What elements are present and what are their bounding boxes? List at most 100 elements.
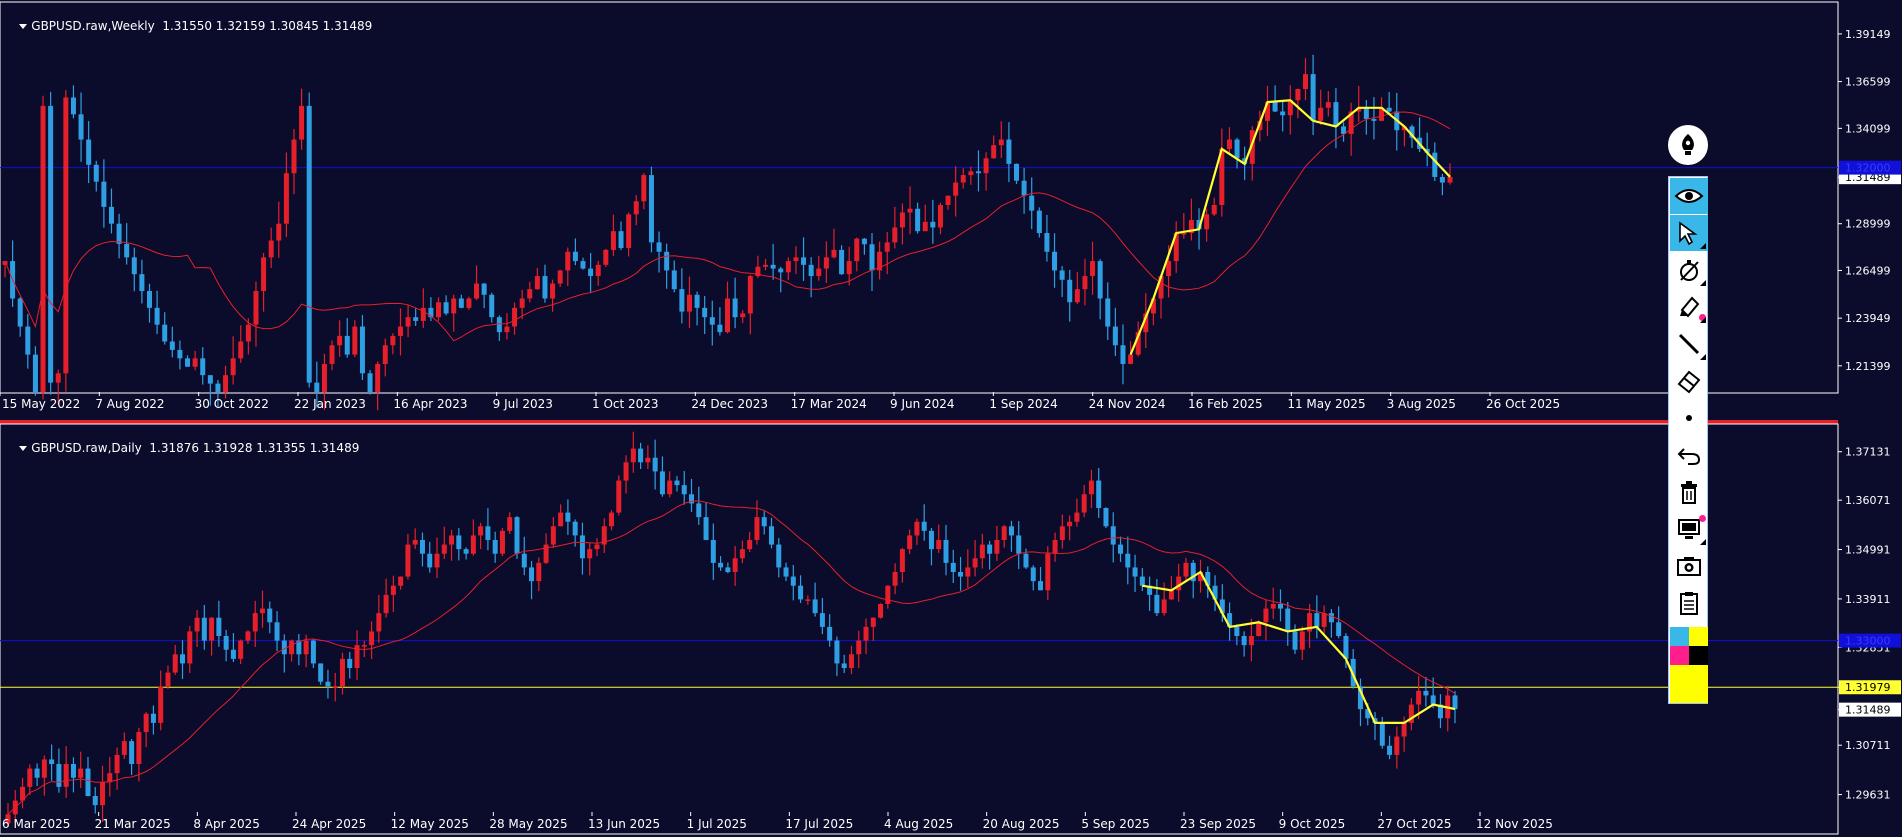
candle-body: [70, 97, 76, 115]
candle-body: [870, 617, 876, 627]
candle-body: [1096, 480, 1102, 508]
weekly-chart-pane[interactable]: 1.391491.365991.340991.314891.289991.264…: [0, 28, 1901, 411]
candle-body: [434, 553, 440, 568]
candle-body: [1219, 599, 1225, 614]
candle-body: [449, 535, 455, 545]
candle-body: [1154, 594, 1160, 614]
candle-body: [1287, 100, 1293, 116]
color-swatch-magenta[interactable]: [1670, 646, 1689, 665]
eraser-tool-button[interactable]: [1670, 363, 1708, 399]
candle-body: [1014, 163, 1019, 181]
candle-body: [223, 636, 229, 650]
trash-icon: [1681, 481, 1697, 504]
y-axis-tick-label: 1.37131: [1845, 446, 1891, 459]
candle-body: [1196, 219, 1202, 230]
cursor-tool-button[interactable]: [1670, 215, 1708, 251]
candle-body: [27, 768, 33, 787]
candle-body: [101, 181, 107, 207]
candle-body: [907, 208, 913, 213]
daily-pane-border: [0, 423, 1839, 835]
candle-body: [543, 544, 549, 563]
screenshot-button[interactable]: [1670, 548, 1708, 584]
color-swatch-yellow[interactable]: [1689, 627, 1708, 646]
candle-body: [245, 631, 251, 641]
color-swatch-cyan[interactable]: [1670, 627, 1689, 646]
candle-body: [739, 549, 745, 559]
daily-chart-pane[interactable]: 1.371311.360711.349911.339111.328511.319…: [0, 431, 1901, 831]
candle-body: [17, 298, 23, 327]
screen-tool-button[interactable]: [1670, 511, 1708, 547]
candle-body: [1379, 107, 1385, 121]
candle-body: [991, 145, 997, 159]
dot-size-button[interactable]: [1670, 400, 1708, 436]
x-axis-tick-label: 24 Dec 2023: [691, 397, 768, 411]
color-swatch-black[interactable]: [1689, 646, 1708, 665]
candle-body: [1212, 585, 1218, 600]
candle-body: [915, 208, 921, 232]
pane-separator[interactable]: [0, 420, 1838, 424]
line-tool-button[interactable]: [1670, 326, 1708, 362]
candle-body: [177, 349, 183, 359]
moving-average-line[interactable]: [4, 111, 1451, 342]
candle-body: [1387, 745, 1393, 755]
candle-body: [78, 768, 84, 778]
timer-tool-button[interactable]: [1670, 252, 1708, 288]
candle-body: [504, 326, 510, 333]
candle-body: [671, 270, 677, 290]
candle-body: [1307, 613, 1313, 632]
candle-body: [1363, 107, 1369, 119]
zigzag-drawing[interactable]: [1142, 570, 1456, 724]
candle-body: [1295, 89, 1301, 101]
candle-body: [332, 686, 338, 688]
candle-body: [314, 382, 320, 392]
candle-body: [63, 97, 69, 374]
candle-body: [827, 626, 833, 641]
candle-body: [1365, 709, 1371, 719]
candle-body: [928, 530, 934, 550]
x-axis-tick-label: 16 Feb 2025: [1188, 397, 1263, 411]
zigzag-drawing[interactable]: [1129, 99, 1451, 356]
candle-body: [1044, 233, 1050, 252]
x-axis-tick-label: 1 Jul 2025: [687, 817, 747, 831]
candle-body: [558, 512, 564, 527]
candle-body: [121, 741, 127, 755]
candle-body: [1341, 126, 1347, 134]
candle-body: [40, 105, 46, 392]
toggle-visibility-button[interactable]: [1670, 178, 1708, 214]
moving-average-line[interactable]: [7, 500, 1456, 815]
eraser-icon: [1677, 370, 1701, 394]
candle-body: [648, 175, 654, 243]
candle-body: [1249, 130, 1255, 164]
candle-body: [337, 335, 343, 346]
candle-body: [550, 283, 556, 299]
candle-body: [689, 494, 695, 504]
undo-button[interactable]: [1670, 437, 1708, 473]
active-color-preview[interactable]: [1670, 665, 1708, 703]
candle-body: [1219, 148, 1225, 205]
candle-body: [983, 158, 989, 174]
candle-body: [768, 526, 774, 545]
pen-tool-button[interactable]: [1666, 123, 1710, 167]
y-axis-tick-label: 1.39149: [1845, 28, 1891, 41]
candle-body: [412, 540, 418, 545]
highlighter-tool-button[interactable]: [1670, 289, 1708, 325]
candle-body: [201, 617, 207, 641]
candle-body: [1188, 219, 1194, 234]
candle-body: [274, 622, 280, 641]
y-axis-tick-label: 1.33911: [1845, 593, 1891, 606]
candle-body: [259, 608, 265, 614]
candle-body: [291, 139, 297, 174]
drawing-toolbar: [1668, 176, 1708, 704]
level-price-label: 1.32000: [1845, 162, 1891, 175]
candle-body: [1292, 631, 1298, 650]
candle-body: [587, 549, 593, 559]
candle-body: [536, 562, 542, 582]
x-axis-tick-label: 9 Jul 2023: [493, 397, 553, 411]
clipboard-button[interactable]: [1670, 585, 1708, 621]
candle-body: [1125, 553, 1131, 568]
delete-button[interactable]: [1670, 474, 1708, 510]
candle-body: [922, 221, 928, 232]
collapse-triangle-icon[interactable]: [19, 24, 28, 29]
collapse-triangle-icon[interactable]: [19, 446, 28, 451]
